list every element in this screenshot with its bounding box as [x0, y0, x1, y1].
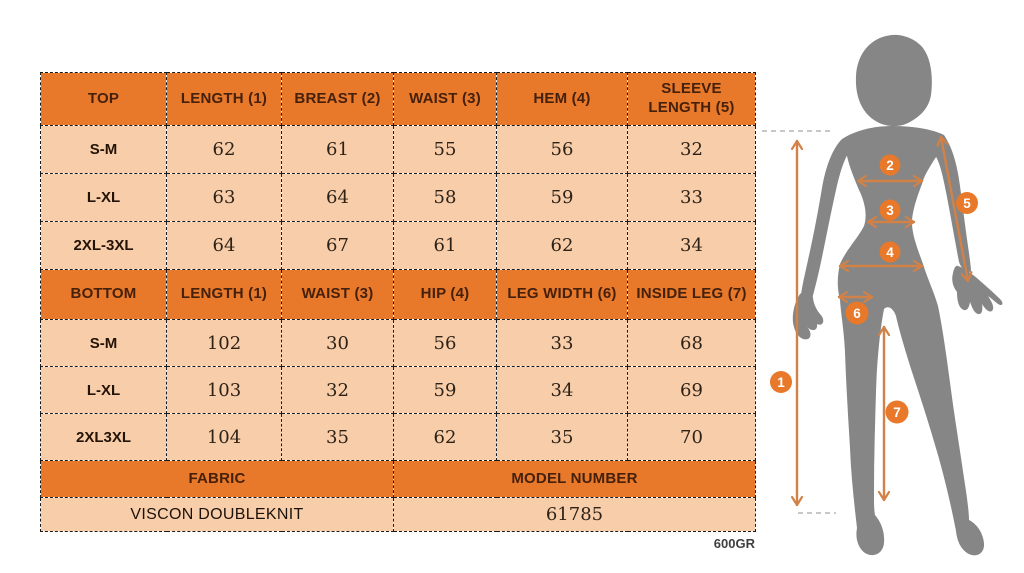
header-top: TOP: [40, 72, 167, 126]
value-cell: 56: [496, 125, 628, 174]
measurement-arrows: [790, 135, 973, 507]
value-cell: 62: [393, 413, 497, 461]
svg-text:7: 7: [893, 405, 901, 420]
marker-circle-1: 1: [770, 371, 792, 393]
value-cell: 62: [496, 221, 628, 270]
value-cell: 34: [496, 366, 628, 414]
svg-text:3: 3: [886, 203, 894, 218]
info-header-row: FABRIC MODEL NUMBER: [40, 460, 756, 498]
marker-circle-6: 6: [845, 301, 869, 325]
header-top-hem: HEM (4): [496, 72, 628, 126]
value-cell: 102: [166, 319, 282, 367]
marker-circle-2: 2: [879, 154, 901, 176]
value-cell: 61: [281, 125, 394, 174]
value-cell: 32: [627, 125, 756, 174]
marker-circle-7: 7: [885, 400, 909, 424]
header-model-number: MODEL NUMBER: [393, 460, 756, 498]
measurement-markers: 1 2 3 4 5 6 7: [770, 154, 978, 424]
header-top-length: LENGTH (1): [166, 72, 282, 126]
header-top-sleeve-length: SLEEVE LENGTH (5): [627, 72, 756, 126]
size-cell: L-XL: [40, 173, 167, 222]
header-bottom: BOTTOM: [40, 269, 167, 320]
value-cell: 67: [281, 221, 394, 270]
table-row: S-M 102 30 56 33 68: [40, 319, 756, 367]
size-cell: S-M: [40, 125, 167, 174]
marker-circle-3: 3: [879, 199, 901, 221]
silhouette-right-hand: [952, 265, 1003, 315]
silhouette-head: [855, 34, 932, 127]
weight-note: 600GR: [713, 536, 755, 551]
top-header-row: TOP LENGTH (1) BREAST (2) WAIST (3) HEM …: [40, 72, 756, 126]
header-bottom-length: LENGTH (1): [166, 269, 282, 320]
value-cell: 34: [627, 221, 756, 270]
header-top-waist: WAIST (3): [393, 72, 497, 126]
measure-arrow-5: [936, 135, 973, 283]
value-cell: 68: [627, 319, 756, 367]
value-cell: 33: [496, 319, 628, 367]
measurement-figure: 1 2 3 4 5 6 7: [762, 34, 1003, 556]
info-value-row: VISCON DOUBLEKNIT 61785: [40, 497, 756, 532]
value-cell: 33: [627, 173, 756, 222]
header-top-breast: BREAST (2): [281, 72, 394, 126]
fabric-value: VISCON DOUBLEKNIT: [40, 497, 394, 532]
header-fabric: FABRIC: [40, 460, 394, 498]
value-cell: 35: [496, 413, 628, 461]
size-cell: L-XL: [40, 366, 167, 414]
value-cell: 62: [166, 125, 282, 174]
value-cell: 59: [496, 173, 628, 222]
size-cell: 2XL-3XL: [40, 221, 167, 270]
value-cell: 35: [281, 413, 394, 461]
header-bottom-leg-width: LEG WIDTH (6): [496, 269, 628, 320]
svg-text:6: 6: [853, 306, 861, 321]
header-bottom-inside-leg: INSIDE LEG (7): [627, 269, 756, 320]
silhouette-body: [837, 126, 985, 556]
table-row: L-XL 63 64 58 59 33: [40, 173, 756, 222]
table-row: 2XL3XL 104 35 62 35 70: [40, 413, 756, 461]
size-cell: S-M: [40, 319, 167, 367]
marker-circle-4: 4: [879, 241, 901, 263]
value-cell: 63: [166, 173, 282, 222]
model-number-value: 61785: [393, 497, 756, 532]
svg-text:1: 1: [777, 375, 785, 390]
header-bottom-hip: HIP (4): [393, 269, 497, 320]
value-cell: 69: [627, 366, 756, 414]
table-row: S-M 62 61 55 56 32: [40, 125, 756, 174]
value-cell: 104: [166, 413, 282, 461]
value-cell: 64: [281, 173, 394, 222]
bottom-header-row: BOTTOM LENGTH (1) WAIST (3) HIP (4) LEG …: [40, 269, 756, 320]
value-cell: 59: [393, 366, 497, 414]
female-silhouette: [792, 34, 1003, 556]
svg-text:4: 4: [886, 245, 894, 260]
value-cell: 70: [627, 413, 756, 461]
value-cell: 55: [393, 125, 497, 174]
svg-text:2: 2: [886, 158, 894, 173]
table-row: 2XL-3XL 64 67 61 62 34: [40, 221, 756, 270]
silhouette-left-arm: [801, 139, 849, 299]
value-cell: 103: [166, 366, 282, 414]
size-cell: 2XL3XL: [40, 413, 167, 461]
table-row: L-XL 103 32 59 34 69: [40, 366, 756, 414]
value-cell: 64: [166, 221, 282, 270]
size-chart-table: TOP LENGTH (1) BREAST (2) WAIST (3) HEM …: [40, 72, 756, 532]
value-cell: 56: [393, 319, 497, 367]
value-cell: 58: [393, 173, 497, 222]
value-cell: 61: [393, 221, 497, 270]
marker-circle-5: 5: [956, 192, 978, 214]
svg-text:5: 5: [963, 196, 971, 211]
value-cell: 30: [281, 319, 394, 367]
value-cell: 32: [281, 366, 394, 414]
header-bottom-waist: WAIST (3): [281, 269, 394, 320]
guide-lines: [762, 130, 836, 514]
